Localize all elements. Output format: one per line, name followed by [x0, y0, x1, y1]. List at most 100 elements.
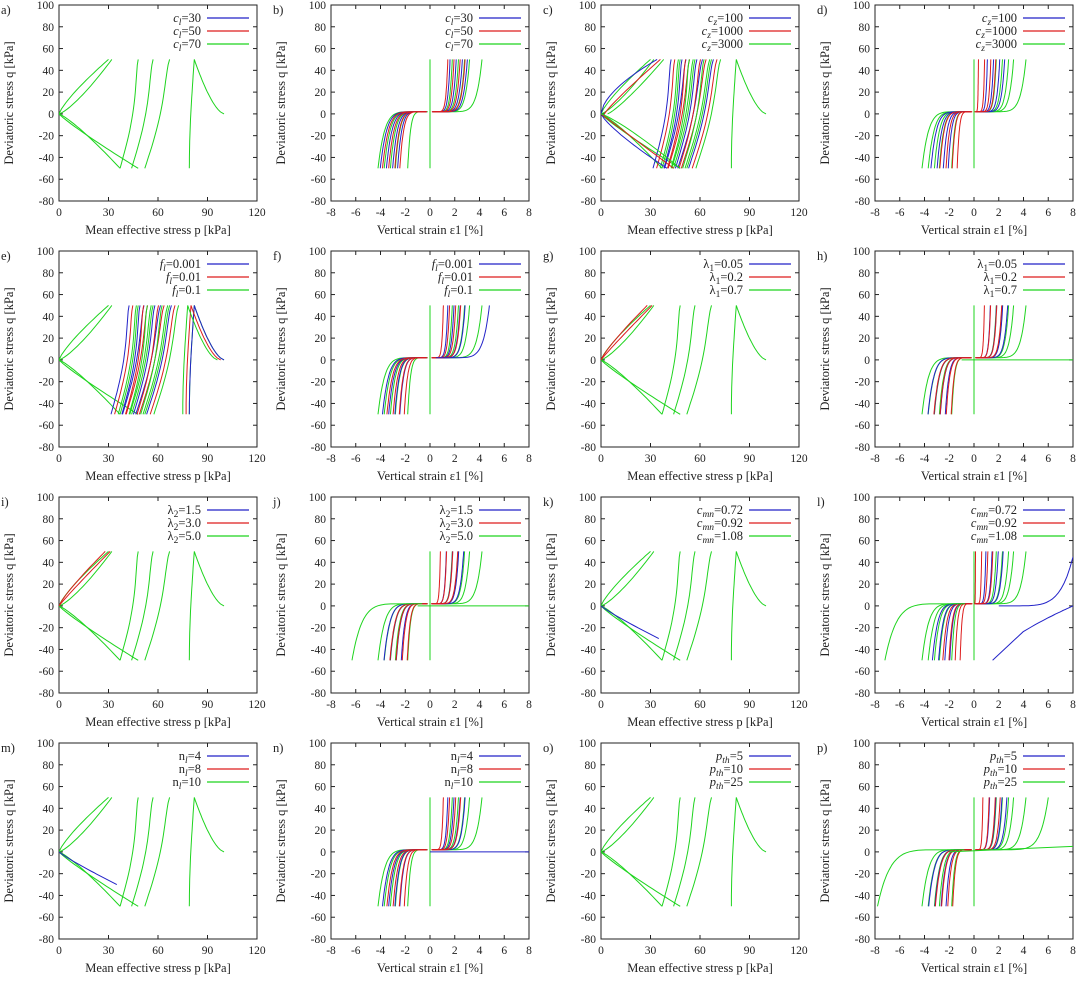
y-tick-label: 80	[859, 268, 871, 280]
y-tick-label: 40	[43, 803, 55, 815]
series-line	[601, 305, 648, 361]
series-line	[974, 551, 983, 605]
series-line	[433, 59, 466, 113]
series-line	[976, 59, 1001, 113]
x-axis-label: Vertical strain ε1 [%]	[377, 223, 483, 237]
series-line	[433, 59, 468, 113]
legend: nl=4nl=8nl=10	[445, 749, 521, 792]
x-tick-label: 8	[1070, 453, 1076, 465]
legend-entry: pth=5	[715, 749, 743, 766]
legend-entry: cl=30	[445, 11, 473, 28]
x-tick-label: 120	[248, 699, 266, 711]
y-tick-label: 100	[853, 246, 871, 258]
series-line	[976, 551, 999, 605]
x-tick-label: 4	[477, 453, 483, 465]
series-line	[131, 305, 154, 415]
x-tick-label: 0	[56, 699, 62, 711]
series-line	[397, 111, 427, 169]
x-axis-label: Vertical strain ε1 [%]	[377, 961, 483, 975]
series-group	[59, 59, 225, 169]
x-tick-label: 2	[452, 945, 458, 957]
series-group	[601, 305, 767, 415]
legend-entry: fl=0.01	[166, 270, 201, 287]
series-line	[401, 603, 428, 661]
y-tick-label: -20	[39, 131, 55, 143]
y-tick-label: 100	[309, 492, 327, 504]
y-tick-label: -20	[855, 377, 871, 389]
x-tick-label: 120	[248, 207, 266, 219]
series-line	[119, 305, 139, 415]
series-line	[979, 551, 1027, 605]
series-line	[398, 849, 427, 907]
series-line	[974, 59, 979, 113]
y-tick-label: 0	[590, 109, 596, 121]
legend-entry: fl=0.1	[172, 283, 201, 300]
series-line	[939, 357, 971, 415]
series-line	[931, 603, 970, 661]
series-line	[976, 59, 1003, 113]
x-tick-label: 2	[996, 699, 1002, 711]
y-tick-label: 60	[315, 536, 327, 548]
y-tick-label: 0	[48, 109, 54, 121]
series-line	[686, 59, 712, 169]
y-tick-label: -40	[39, 152, 55, 164]
series-line	[394, 603, 427, 661]
y-tick-label: -60	[311, 666, 327, 678]
x-tick-label: 30	[103, 945, 115, 957]
y-tick-label: 40	[859, 311, 871, 323]
y-axis-label: Deviatoric stress q [kPa]	[2, 287, 16, 410]
series-line	[132, 305, 156, 415]
legend-entry: pth=10	[709, 762, 743, 779]
x-axis-label: Mean effective stress p [kPa]	[85, 961, 231, 975]
series-line	[59, 605, 121, 661]
y-tick-label: 20	[43, 579, 55, 591]
x-tick-label: -8	[870, 699, 880, 711]
legend-entry: fl=0.01	[438, 270, 473, 287]
y-tick-label: -20	[855, 623, 871, 635]
series-line	[383, 849, 426, 907]
series-line	[977, 59, 1010, 113]
x-tick-label: 90	[744, 699, 756, 711]
y-tick-label: 80	[859, 22, 871, 34]
series-line	[144, 305, 171, 415]
y-tick-label: -40	[581, 644, 597, 656]
series-line	[977, 305, 1009, 359]
y-tick-label: 80	[43, 268, 55, 280]
x-tick-label: 60	[694, 207, 706, 219]
series-line	[59, 359, 121, 415]
legend-entry: λ2=1.5	[440, 503, 474, 520]
x-tick-label: 0	[598, 453, 604, 465]
series-line	[121, 305, 141, 415]
series-line	[877, 849, 965, 907]
series-line	[601, 797, 655, 853]
y-tick-label: -60	[39, 912, 55, 924]
panel-label: p)	[817, 741, 827, 755]
series-line	[938, 357, 971, 415]
series-line	[434, 305, 471, 359]
panel-label: b)	[273, 3, 283, 17]
x-tick-label: 4	[1021, 453, 1027, 465]
y-tick-label: 20	[585, 579, 597, 591]
y-tick-label: -40	[311, 644, 327, 656]
legend-entry: cl=50	[445, 24, 473, 41]
series-line	[979, 305, 1027, 359]
series-line	[976, 797, 1003, 851]
series-line	[395, 603, 427, 661]
series-line	[407, 849, 428, 907]
series-line	[399, 111, 428, 169]
series-line	[434, 551, 471, 605]
y-tick-label: 20	[43, 825, 55, 837]
x-tick-label: 0	[598, 699, 604, 711]
series-line	[979, 797, 1027, 851]
series-line	[433, 551, 465, 605]
plot-frame	[58, 496, 258, 694]
series-line	[388, 111, 426, 169]
